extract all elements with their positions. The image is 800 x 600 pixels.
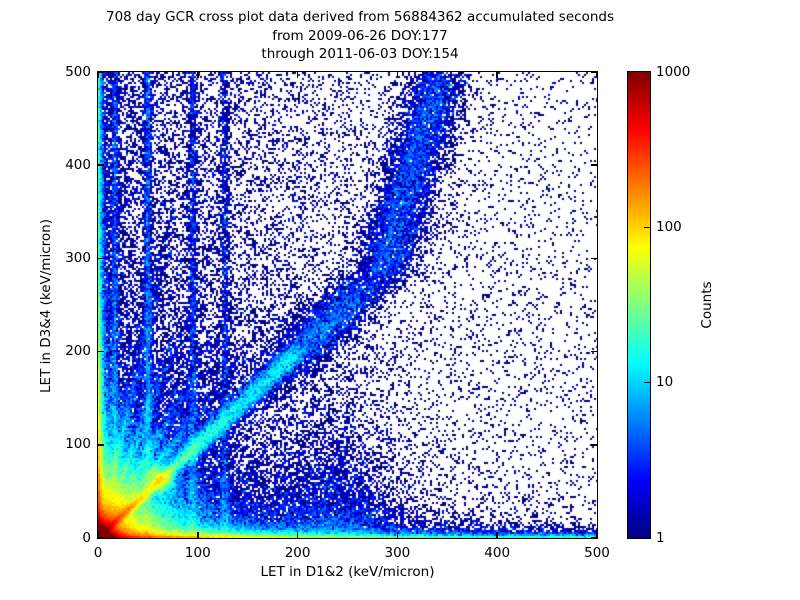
y-tick-mark-right <box>591 71 597 73</box>
x-tick-mark <box>296 532 299 538</box>
x-tick-label: 0 <box>93 545 103 561</box>
colorbar <box>627 71 651 539</box>
x-tick-mark <box>396 532 399 538</box>
y-tick-mark <box>98 350 104 353</box>
colorbar-tick-label: 100 <box>656 218 682 235</box>
chart-title-line-3: through 2011-06-03 DOY:154 <box>261 46 459 62</box>
x-tick-mark-top <box>396 72 399 78</box>
x-tick-mark-top <box>496 72 498 78</box>
y-tick-label: 300 <box>65 249 91 266</box>
x-axis-label: LET in D1&2 (keV/micron) <box>260 564 435 580</box>
x-tick-mark-top <box>596 72 598 78</box>
colorbar-tick-mark <box>644 226 650 229</box>
y-tick-label: 500 <box>65 63 91 80</box>
y-axis-label: LET in D3&4 (keV/micron) <box>38 219 54 393</box>
x-tick-mark <box>596 532 598 538</box>
x-tick-mark-top <box>296 72 299 78</box>
x-tick-label: 100 <box>184 545 211 561</box>
y-tick-mark-right <box>591 164 597 166</box>
y-tick-mark <box>98 257 104 260</box>
x-tick-label: 500 <box>584 545 610 561</box>
colorbar-tick-label: 10 <box>656 374 674 391</box>
y-tick-mark-right <box>591 350 597 353</box>
y-tick-mark-right <box>591 444 597 446</box>
x-tick-mark <box>496 532 498 538</box>
y-tick-mark-right <box>591 537 597 539</box>
y-tick-label: 0 <box>82 529 91 546</box>
y-tick-label: 200 <box>65 343 91 360</box>
y-tick-mark <box>98 444 104 446</box>
chart-title: 708 day GCR cross plot data derived from… <box>60 8 660 64</box>
colorbar-label: Counts <box>699 281 715 329</box>
y-tick-mark <box>98 71 104 73</box>
x-tick-label: 300 <box>384 545 411 561</box>
y-tick-mark <box>98 164 104 166</box>
chart-title-line-2: from 2009-06-26 DOY:177 <box>272 27 448 44</box>
x-tick-mark <box>197 532 199 538</box>
x-tick-mark <box>97 532 99 538</box>
plot-area <box>97 71 598 539</box>
colorbar-tick-mark <box>644 381 650 384</box>
y-tick-label: 400 <box>65 156 91 173</box>
x-tick-label: 400 <box>484 545 511 561</box>
scatter-canvas <box>98 72 597 538</box>
colorbar-tick-label: 1 <box>656 529 665 546</box>
colorbar-tick-label: 1000 <box>656 63 691 80</box>
y-tick-mark-right <box>591 257 597 260</box>
x-tick-mark-top <box>197 72 199 78</box>
chart-title-line-1: 708 day GCR cross plot data derived from… <box>106 9 614 25</box>
y-tick-mark <box>98 537 104 539</box>
x-tick-mark-top <box>97 72 99 78</box>
y-tick-label: 100 <box>65 436 91 453</box>
x-tick-label: 200 <box>284 545 311 561</box>
